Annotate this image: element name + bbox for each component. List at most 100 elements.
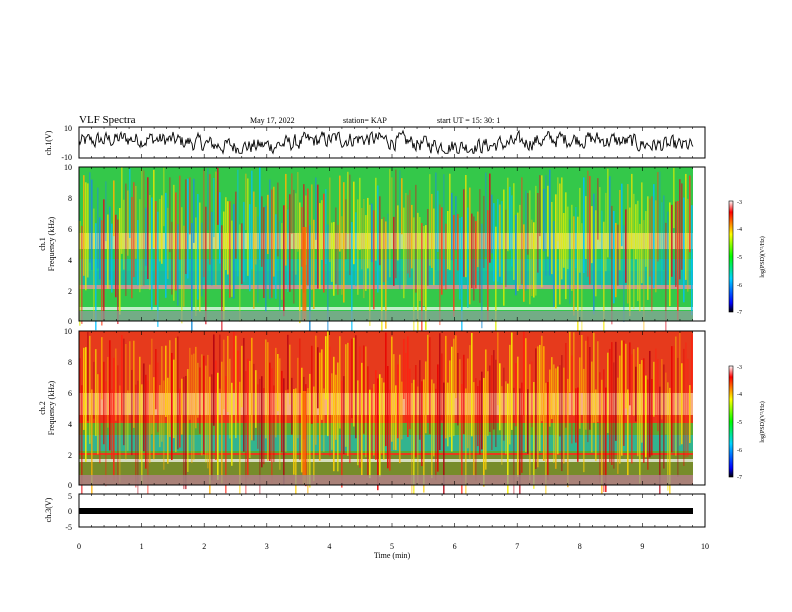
ch3-ytick-top: 5 [68,492,72,501]
spectrogram-streak [685,342,687,458]
spectrogram-streak [161,195,163,264]
ch1-cbar-tick-6: -6 [737,283,742,289]
spectrogram-streak [683,197,685,303]
xtick-label-3: 3 [265,542,269,551]
spectrogram-streak [671,346,673,453]
spectrogram-streak [83,175,85,276]
spectrogram-streak [365,215,367,291]
spectrogram-streak [593,193,595,315]
spectrogram-streak [609,176,611,258]
spectrogram-streak [501,386,503,465]
spectrogram-streak [565,192,567,300]
spectrogram-streak [175,192,177,291]
spectrogram-streak [291,377,293,435]
spectrogram-streak [411,383,413,499]
spectrogram-streak [309,225,311,345]
spectrogram-streak [593,332,595,423]
spectrogram-streak [557,177,559,242]
spectrogram-streak [267,342,269,461]
spectrogram-streak [95,349,97,437]
ch2-spectrogram-ylabel-channel: ch.2 [38,401,47,415]
spectrogram-streak [489,173,491,263]
spectrogram-streak [653,184,655,289]
spectrogram-streak [689,385,691,444]
spectrogram-streak [437,190,439,252]
spectrogram-streak [85,182,87,291]
spectrogram-streak [309,373,311,488]
spectrogram-streak [559,183,561,305]
spectrogram-streak [629,342,631,406]
spectrogram-streak [485,172,487,258]
spectrogram-streak [253,363,255,441]
spectrogram-streak [339,175,341,252]
spectrogram-streak [461,216,463,333]
spectrogram-streak [669,387,671,501]
spectrogram-streak [163,380,165,470]
spectrogram-streak [631,354,633,464]
xtick-label-10: 10 [701,542,709,551]
spectrogram-streak [587,170,589,277]
spectrogram-streak [599,187,601,242]
spectrogram-streak [577,216,579,338]
spectrogram-streak [591,206,593,264]
spectrogram-streak [249,204,251,292]
spectrogram-streak [237,350,239,422]
spectrogram-streak [449,173,451,271]
spectrogram-streak [481,371,483,450]
spectrogram-streak [525,338,527,452]
ch1-voltage-panel: 10 -10 ch.1(V) [44,124,706,162]
spectrogram-streak [87,332,89,421]
spectrogram-streak [343,182,345,303]
spectrogram-streak [203,169,205,278]
spectrogram-streak [87,183,89,278]
spectrogram-streak [487,371,489,437]
spectrogram-streak [511,195,513,267]
xtick-label-2: 2 [202,542,206,551]
ch3-voltage-panel: 5 0 -5 ch.3(V) [44,492,706,532]
ch1-colorbar-frame [728,200,734,313]
spectrogram-streak [205,206,207,325]
spectrogram-streak [315,335,317,445]
spectrogram-streak [91,389,93,496]
spectrogram-streak [603,221,605,334]
spectrogram-streak [233,204,235,299]
spectrogram-streak [569,331,571,393]
spectrogram-streak [431,193,433,269]
spectrogram-streak [123,199,125,270]
spectrogram-streak [515,363,517,427]
spectrogram-streak [459,359,461,460]
spectrogram-streak [559,365,561,437]
spectrogram-streak [607,352,609,433]
spectrogram-streak [307,188,309,286]
spectrogram-streak [137,220,139,286]
spectrogram-streak [509,344,511,445]
spectrogram-streak [533,222,535,298]
spectrogram-streak [185,375,187,490]
spectrogram-streak [159,199,161,262]
spectrogram-streak [525,190,527,291]
spectrogram-streak [245,173,247,231]
spectrogram-streak [343,376,345,455]
spectrogram-streak [145,207,147,266]
spectrogram-streak [101,337,103,400]
xtick-label-0: 0 [77,542,81,551]
spectrogram-streak [661,359,663,420]
spectrogram-streak [621,183,623,247]
spectrogram-streak [211,374,213,481]
spectrogram-streak [307,388,309,494]
spectrogram-streak [685,173,687,280]
spectrogram-streak [185,179,187,274]
spectrogram-streak [353,181,355,265]
spectrogram-streak [355,335,357,439]
spectrogram-streak [431,379,433,479]
spectrogram-streak [323,388,325,452]
spectrogram-streak [335,374,337,440]
spectrogram-streak [437,364,439,472]
spectrogram-streak [399,170,401,290]
spectrogram-streak [405,192,407,287]
spectrogram-streak [387,366,389,469]
spectrogram-streak [649,198,651,277]
spectrogram-streak [545,175,547,276]
spectrogram-streak [203,355,205,455]
spectrogram-streak [151,338,153,434]
